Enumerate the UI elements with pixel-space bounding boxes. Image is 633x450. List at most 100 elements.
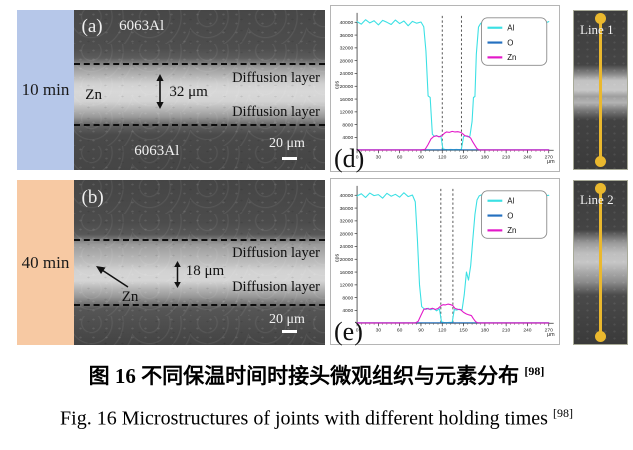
y-tick-label: 36000 bbox=[340, 33, 354, 39]
x-axis-label: μm bbox=[547, 332, 555, 338]
y-tick-label: 4000 bbox=[342, 308, 353, 314]
holding-time-label-40min: 40 min bbox=[17, 180, 74, 345]
x-tick-label: 180 bbox=[481, 328, 489, 334]
diffusion-layer-label-top: Diffusion layer bbox=[232, 245, 320, 262]
scan-line-label: Line 1 bbox=[580, 22, 614, 37]
x-tick-label: 90 bbox=[418, 155, 424, 161]
material-label-top: 6063Al bbox=[119, 18, 165, 34]
y-tick-label: 16000 bbox=[340, 270, 354, 276]
x-tick-label: 240 bbox=[523, 155, 531, 161]
legend-label-Zn: Zn bbox=[507, 53, 516, 62]
y-tick-label: 20000 bbox=[340, 84, 354, 90]
panel-letter-a: (a) bbox=[81, 16, 103, 38]
scan-strip-2: Line 2 bbox=[573, 180, 628, 345]
linescan-chart-e: 0 30 60 90 120 150 180 210 240 270 4000 8000 12000 16… bbox=[330, 178, 560, 346]
zn-label: Zn bbox=[85, 86, 102, 103]
y-tick-label: 28000 bbox=[340, 231, 354, 237]
diffusion-boundary-line bbox=[74, 239, 325, 242]
x-tick-label: 210 bbox=[502, 328, 510, 334]
holding-time-label-10min: 10 min bbox=[17, 10, 74, 170]
diffusion-boundary-line bbox=[74, 303, 325, 306]
sem-micrograph-b: (b) Diffusion layer 18 μm Diffusion laye… bbox=[74, 180, 325, 345]
x-tick-label: 0 bbox=[356, 328, 359, 334]
zn-pointer-arrow-icon bbox=[96, 266, 129, 288]
caption-en-reference: [98] bbox=[552, 406, 573, 420]
time-text: 40 min bbox=[21, 252, 70, 272]
caption-zh-text: 图 16 不同保温时间时接头微观组织与元素分布 bbox=[88, 364, 520, 388]
x-tick-label: 0 bbox=[356, 155, 359, 161]
line-chart: 0 30 60 90 120 150 180 210 240 270 4000 8000 12000 16… bbox=[334, 12, 555, 165]
panel-letter-b: (b) bbox=[81, 186, 104, 208]
y-tick-label: 40000 bbox=[340, 20, 354, 26]
line-chart: 0 30 60 90 120 150 180 210 240 270 4000 8000 12000 16… bbox=[334, 185, 555, 338]
y-tick-label: 16000 bbox=[340, 97, 354, 103]
caption-chinese: 图 16 不同保温时间时接头微观组织与元素分布 [98] bbox=[0, 360, 633, 390]
series-line-Zn bbox=[356, 303, 550, 324]
y-tick-label: 24000 bbox=[340, 71, 354, 77]
legend-label-Zn: Zn bbox=[507, 226, 516, 235]
x-tick-label: 180 bbox=[481, 155, 489, 161]
scan-endpoint-icon bbox=[595, 13, 606, 24]
x-tick-label: 270 bbox=[545, 155, 553, 161]
y-tick-label: 32000 bbox=[340, 219, 354, 225]
chart-letter-d: (d) bbox=[334, 144, 365, 173]
caption-en-text: Fig. 16 Microstructures of joints with d… bbox=[60, 407, 548, 430]
y-tick-label: 12000 bbox=[340, 283, 354, 289]
diffusion-boundary-line bbox=[74, 62, 325, 65]
sem-micrograph-a: (a) 6063Al Diffusion layer Zn 32 μm Diff… bbox=[74, 10, 325, 170]
y-tick-label: 8000 bbox=[342, 295, 353, 301]
scalebar-icon bbox=[282, 157, 298, 161]
diffusion-layer-label-bottom: Diffusion layer bbox=[232, 279, 320, 295]
zn-label: Zn bbox=[121, 288, 139, 305]
y-tick-label: 12000 bbox=[340, 110, 354, 116]
scan-line-icon bbox=[599, 190, 602, 335]
chart-letter-e: (e) bbox=[334, 317, 363, 346]
scalebar-icon bbox=[282, 330, 298, 334]
legend-label-O: O bbox=[507, 38, 513, 47]
y-tick-label: 24000 bbox=[340, 244, 354, 250]
caption-zh-reference: [98] bbox=[524, 364, 545, 378]
thickness-arrow-icon bbox=[156, 74, 164, 109]
legend-label-Al: Al bbox=[507, 197, 514, 206]
thickness-value: 18 μm bbox=[185, 263, 225, 280]
y-tick-label: 20000 bbox=[340, 257, 354, 263]
y-axis-label: cps bbox=[334, 81, 340, 90]
time-text: 10 min bbox=[21, 80, 70, 99]
legend-box bbox=[481, 17, 548, 66]
caption-english: Fig. 16 Microstructures of joints with d… bbox=[0, 406, 633, 431]
y-tick-label: 8000 bbox=[342, 122, 353, 128]
y-tick-label: 36000 bbox=[340, 206, 354, 212]
diffusion-layer-label-top: Diffusion layer bbox=[232, 70, 320, 86]
y-tick-label: 4000 bbox=[342, 135, 353, 141]
x-tick-label: 150 bbox=[459, 328, 467, 334]
thickness-arrow-icon bbox=[173, 260, 181, 288]
x-tick-label: 60 bbox=[397, 155, 403, 161]
material-label-bottom: 6063Al bbox=[134, 142, 180, 159]
x-tick-label: 270 bbox=[545, 328, 553, 334]
scalebar-label: 20 μm bbox=[269, 312, 305, 327]
y-tick-label: 32000 bbox=[340, 46, 354, 52]
legend: Al O Zn bbox=[481, 190, 548, 239]
scan-strip-1: Line 1 bbox=[573, 10, 628, 170]
scalebar-label: 20 μm bbox=[269, 136, 305, 152]
scan-line-label: Line 2 bbox=[580, 192, 614, 207]
series-line-Zn bbox=[356, 130, 550, 151]
x-tick-label: 120 bbox=[438, 328, 446, 334]
x-tick-label: 90 bbox=[418, 328, 424, 334]
scan-line-icon bbox=[599, 20, 602, 160]
x-tick-label: 120 bbox=[438, 155, 446, 161]
legend-label-O: O bbox=[507, 211, 513, 220]
chart-canvas: 0 30 60 90 120 150 180 210 240 270 4000 8000 12000 16… bbox=[331, 179, 559, 344]
legend: Al O Zn bbox=[481, 17, 548, 66]
x-axis-label: μm bbox=[547, 159, 555, 165]
chart-canvas: 0 30 60 90 120 150 180 210 240 270 4000 8000 12000 16… bbox=[331, 6, 559, 171]
scan-endpoint-icon bbox=[595, 156, 606, 167]
legend-box bbox=[481, 190, 548, 239]
x-tick-label: 60 bbox=[397, 328, 403, 334]
linescan-chart-d: 0 30 60 90 120 150 180 210 240 270 4000 8000 12000 16… bbox=[330, 5, 560, 173]
scan-endpoint-icon bbox=[595, 183, 606, 194]
diffusion-layer-label-bottom: Diffusion layer bbox=[232, 103, 320, 120]
y-tick-label: 40000 bbox=[340, 193, 354, 199]
x-tick-label: 30 bbox=[376, 328, 382, 334]
